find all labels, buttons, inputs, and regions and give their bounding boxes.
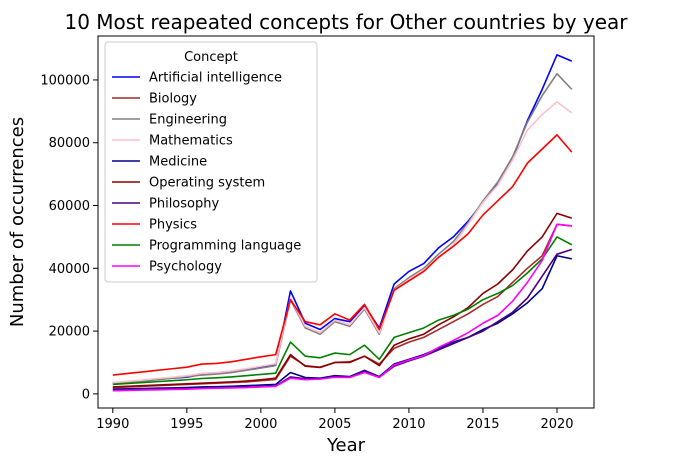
y-tick-label: 100000: [40, 73, 90, 88]
y-tick-label: 0: [82, 387, 90, 402]
x-axis: 1990 1995 2000 2005 2010 2015 2020: [96, 408, 574, 432]
x-tick-label: 1990: [96, 417, 129, 432]
series-line-programming-language: [112, 236, 573, 386]
legend-label-engineering: Engineering: [149, 113, 227, 128]
x-tick-label: 2010: [392, 417, 425, 432]
series-line-psychology: [112, 223, 572, 392]
chart-title: 10 Most reapeated concepts for Other cou…: [64, 10, 628, 34]
y-tick-label: 60000: [49, 199, 90, 214]
series-line-physics: [112, 134, 573, 376]
series-line-engineering: [112, 72, 573, 385]
legend-items: Artificial intelligence Biology Engineerin…: [112, 71, 301, 275]
legend-label-operating-system: Operating system: [149, 176, 265, 191]
x-tick-label: 2015: [466, 417, 499, 432]
y-axis: 0 20000 40000 60000 80000 100000: [40, 73, 98, 402]
x-tick-label: 2000: [244, 417, 277, 432]
legend-label-programming-language: Programming language: [149, 239, 301, 254]
series-line-operating-system: [112, 212, 573, 388]
y-tick-label: 20000: [49, 325, 90, 340]
x-tick-label: 2005: [318, 417, 351, 432]
legend-label-psychology: Psychology: [149, 260, 222, 275]
legend-box: [104, 41, 318, 283]
legend-label-physics: Physics: [149, 218, 197, 233]
x-tick-label: 2020: [540, 417, 573, 432]
legend-label-artificial-intelligence: Artificial intelligence: [149, 71, 282, 86]
x-tick-label: 1995: [170, 417, 203, 432]
plot-frame: [97, 35, 595, 409]
y-tick-label: 80000: [49, 136, 90, 151]
legend: Concept Artificial intelligence Biology En…: [104, 41, 318, 283]
series-lines: [112, 54, 573, 392]
series-line-mathematics: [112, 101, 573, 384]
legend-label-medicine: Medicine: [149, 155, 207, 170]
legend-label-biology: Biology: [149, 92, 197, 107]
y-axis-label: Number of occurrences: [7, 117, 28, 327]
legend-title: Concept: [184, 50, 238, 65]
x-axis-label: Year: [326, 435, 366, 456]
legend-label-mathematics: Mathematics: [149, 134, 233, 149]
plot-area: [97, 35, 595, 409]
y-tick-label: 40000: [49, 262, 90, 277]
legend-label-philosophy: Philosophy: [149, 197, 219, 212]
